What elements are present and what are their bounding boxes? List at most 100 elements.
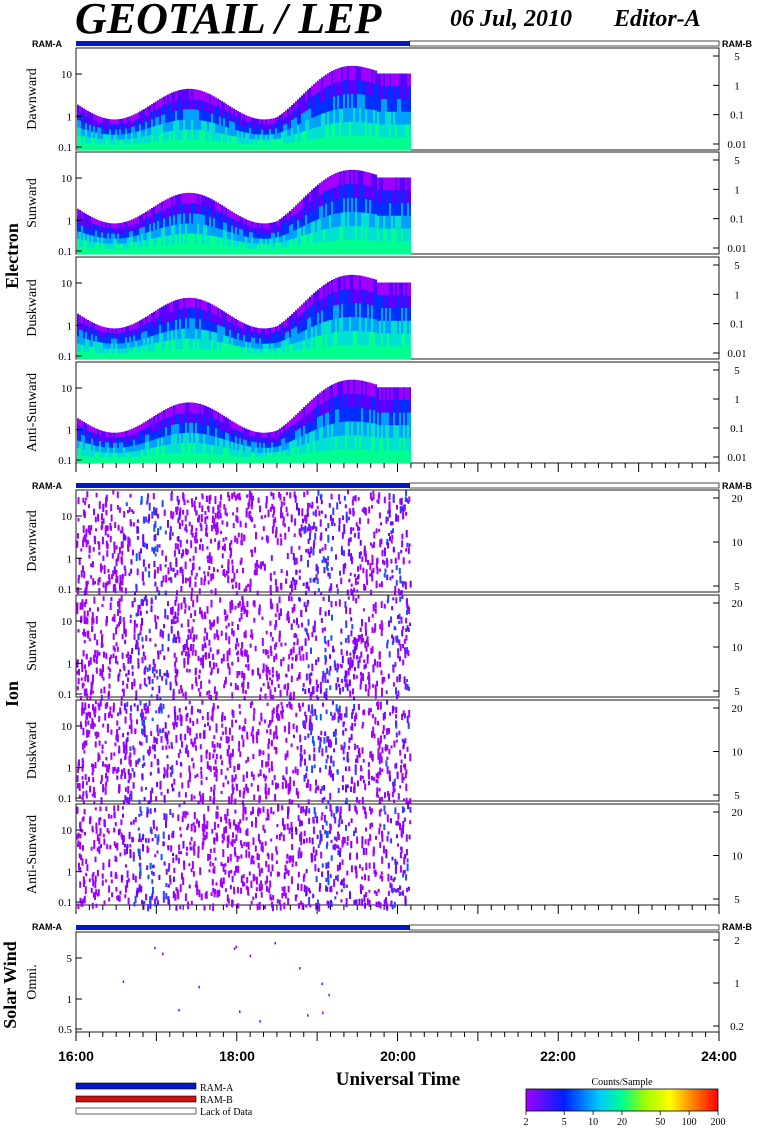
spectrogram-cell <box>95 439 97 447</box>
spectrogram-cell <box>97 236 99 244</box>
spectrogram-cell <box>283 340 285 347</box>
spectrogram-cell <box>279 533 282 538</box>
spectrogram-cell <box>273 436 275 443</box>
spectrogram-cell <box>345 393 347 409</box>
spectrogram-cell <box>343 170 345 186</box>
spectrogram-cell <box>319 102 321 116</box>
spectrogram-cell <box>109 238 111 245</box>
spectrogram-cell <box>135 456 137 464</box>
spectrogram-cell <box>323 426 325 440</box>
spectrogram-cell <box>293 424 295 433</box>
spectrogram-cell <box>93 451 95 458</box>
spectrogram-cell <box>331 423 333 438</box>
spectrogram-cell <box>223 447 225 456</box>
spectrogram-cell <box>147 344 149 353</box>
spectrogram-cell <box>93 341 95 348</box>
spectrogram-cell <box>185 402 187 414</box>
spectrogram-cell <box>391 346 393 360</box>
spectrogram-cell <box>169 197 171 208</box>
spectrogram-cell <box>151 425 153 434</box>
spectrogram-cell <box>165 349 167 360</box>
spectrogram-cell <box>203 224 205 236</box>
spectrogram-cell <box>81 239 83 248</box>
spectrogram-cell <box>383 437 385 451</box>
spectrogram-cell <box>310 505 313 509</box>
spectrogram-cell <box>391 535 394 540</box>
spectrogram-cell <box>149 127 151 136</box>
spectrogram-cell <box>345 289 347 304</box>
spectrogram-cell <box>109 233 111 240</box>
spectrogram-cell <box>81 441 83 450</box>
spectrogram-cell <box>97 513 100 522</box>
spectrogram-cell <box>247 502 250 509</box>
spectrogram-cell <box>253 139 255 146</box>
spectrogram-cell <box>273 348 275 355</box>
spectrogram-cell <box>219 228 221 238</box>
spectrogram-cell <box>387 510 390 514</box>
spectrogram-cell <box>275 337 277 344</box>
ram-b-label: RAM-B <box>722 481 752 491</box>
spectrogram-cell <box>83 317 85 326</box>
spectrogram-cell <box>255 348 257 355</box>
spectrogram-cell <box>377 437 379 451</box>
spectrogram-cell <box>119 248 121 255</box>
spectrogram-cell <box>409 320 411 335</box>
spectrogram-cell <box>117 129 119 136</box>
spectrogram-cell <box>179 193 181 205</box>
spectrogram-cell <box>343 380 345 395</box>
spectrogram-cell <box>387 346 389 360</box>
spectrogram-cell <box>401 228 403 242</box>
spectrogram-cell <box>367 213 369 228</box>
right-tick-label: 0.1 <box>730 319 744 331</box>
spectrogram-cell <box>365 569 368 577</box>
spectrogram-cell <box>129 493 132 498</box>
spectrogram-cell <box>387 111 389 126</box>
spectrogram-cell <box>277 429 279 437</box>
spectrogram-cell <box>227 561 230 569</box>
spectrogram-cell <box>317 324 319 337</box>
spectrogram-cell <box>239 444 241 452</box>
spectrogram-cell <box>225 246 227 255</box>
spectrogram-cell <box>224 507 227 515</box>
spectrogram-cell <box>337 277 339 292</box>
spectrogram-cell <box>381 86 383 100</box>
spectrogram-cell <box>103 342 105 349</box>
spectrogram-cell <box>357 94 359 109</box>
spectrogram-cell <box>111 238 113 245</box>
spectrogram-cell <box>358 527 361 531</box>
spectrogram-cell <box>117 457 119 464</box>
spectrogram-cell <box>123 134 125 140</box>
spectrogram-cell <box>355 226 357 241</box>
spectrogram-cell <box>381 425 383 439</box>
spectrogram-cell <box>187 402 189 414</box>
spectrogram-cell <box>339 395 341 410</box>
spectrogram-cell <box>157 108 159 118</box>
spectrogram-cell <box>165 313 167 324</box>
spectrogram-cell <box>151 455 153 464</box>
spectrogram-cell <box>159 115 161 126</box>
spectrogram-cell <box>267 353 269 360</box>
spectrogram-cell <box>107 139 109 146</box>
spectrogram-cell <box>141 214 143 222</box>
spectrogram-cell <box>171 406 173 417</box>
spectrogram-cell <box>243 427 245 435</box>
spectrogram-cell <box>169 121 171 132</box>
spectrogram-cell <box>248 490 251 499</box>
spectrogram-cell <box>377 494 380 498</box>
spectrogram-cell <box>345 184 347 199</box>
spectrogram-cell <box>297 446 299 456</box>
spectrogram-cell <box>343 66 345 82</box>
spectrogram-cell <box>159 526 162 530</box>
spectrogram-cell <box>247 353 249 360</box>
spectrogram-cell <box>239 137 241 145</box>
spectrogram-cell <box>199 234 201 245</box>
spectrogram-cell <box>169 532 172 541</box>
spectrogram-cell <box>253 431 255 438</box>
spectrogram-cell <box>349 197 351 213</box>
spectrogram-cell <box>221 318 223 328</box>
spectrogram-cell <box>77 533 79 539</box>
spectrogram-cell <box>195 442 197 454</box>
spectrogram-cell <box>154 553 157 557</box>
spectrogram-cell <box>205 301 207 312</box>
spectrogram-cell <box>157 204 159 214</box>
